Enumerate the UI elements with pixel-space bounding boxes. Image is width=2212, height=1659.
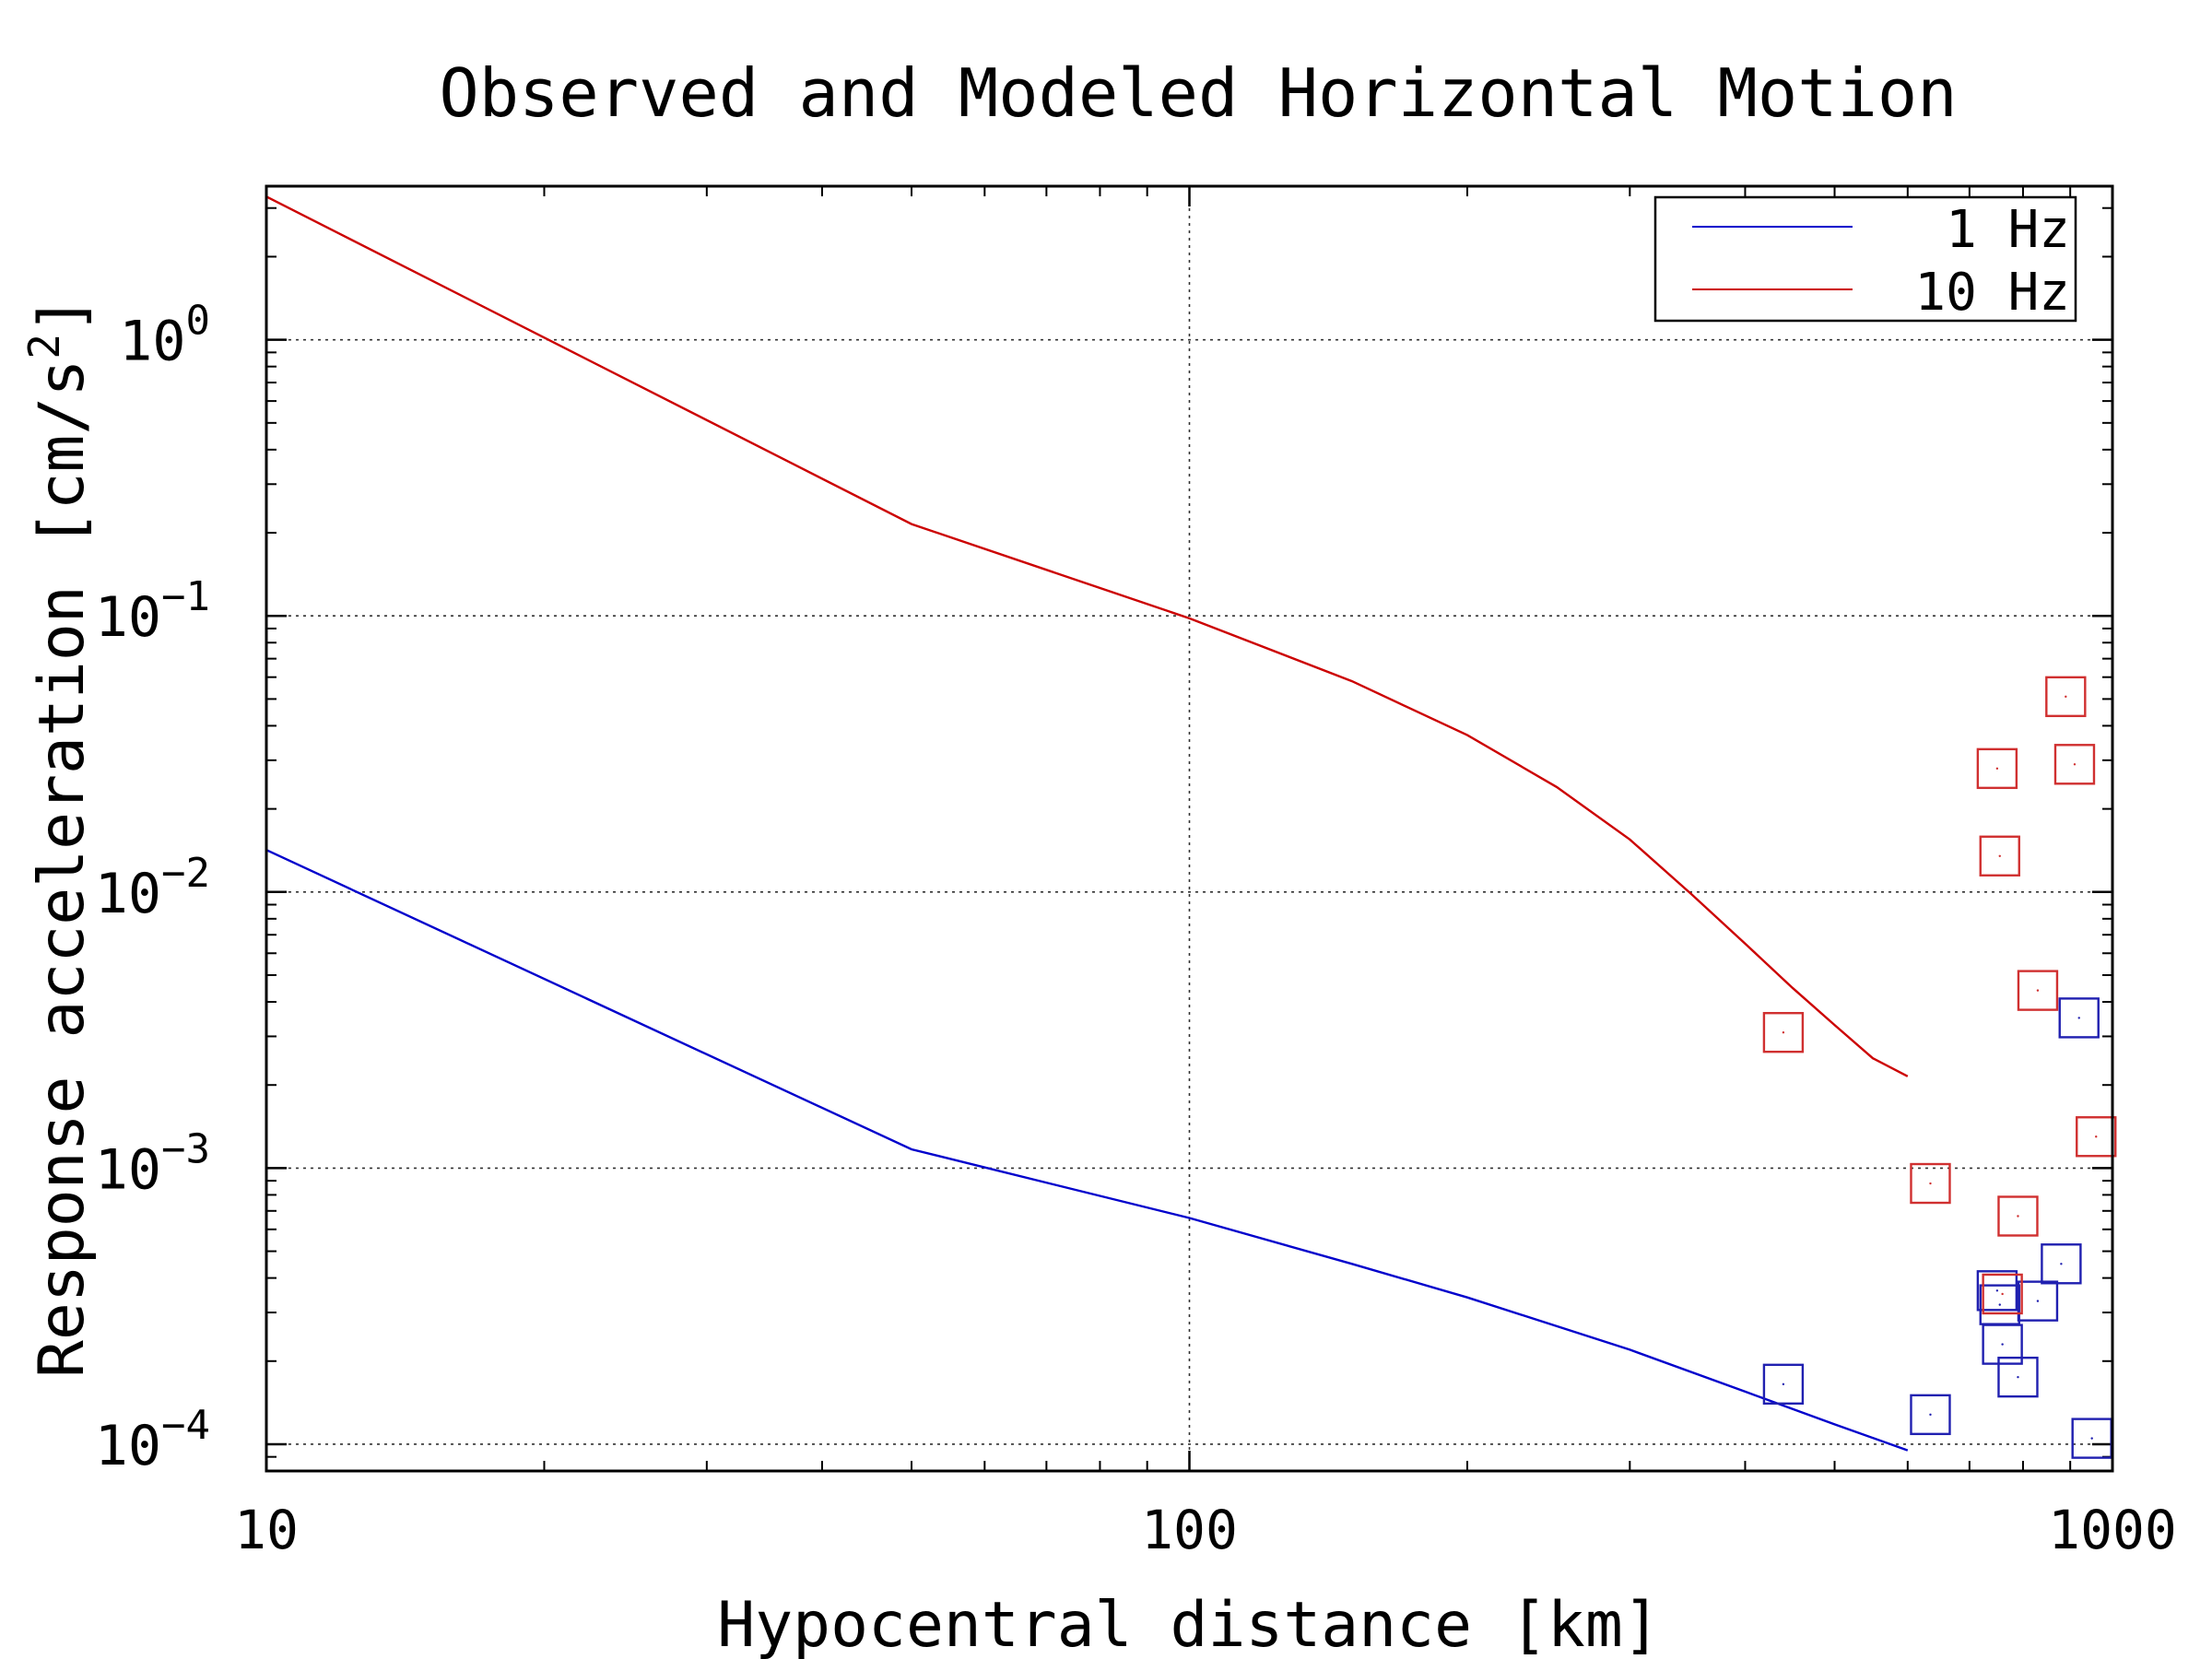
observed-marker-red <box>1979 835 2020 877</box>
observed-marker-red <box>2076 1116 2117 1158</box>
observed-marker-center <box>2036 1300 2040 1302</box>
observed-marker-center <box>1995 767 1999 771</box>
observed-marker-center <box>2001 1292 2004 1296</box>
observed-marker-blue <box>1762 1363 1805 1406</box>
legend-box <box>1653 195 2077 323</box>
observed-marker-center <box>1929 1182 1932 1185</box>
y-tick-labels: 10−4 10−3 10−2 10−1 100 <box>95 298 210 1478</box>
observed-marker-center <box>1929 1413 1932 1417</box>
x-tick-label: 100 <box>1141 1499 1238 1561</box>
legend: 1 Hz 10 Hz <box>1653 195 2077 323</box>
observed-marker-red <box>2017 970 2059 1011</box>
observed-marker-blue <box>1997 1356 2039 1398</box>
grid <box>266 186 2112 1471</box>
observed-marker-red <box>1976 747 2018 790</box>
observed-marker-center <box>2001 1343 2004 1346</box>
observed-marker-blue <box>2058 997 2100 1039</box>
legend-label-10hz: 10 Hz <box>1914 263 2070 323</box>
x-tick-label: 10 <box>234 1499 299 1561</box>
observed-marker-red <box>2053 744 2096 785</box>
series-line-1hz <box>265 849 1909 1452</box>
series-layer <box>265 195 2117 1459</box>
x-axis-label: Hypocentral distance [km] <box>717 1589 1661 1659</box>
observed-marker-red <box>1982 1273 2023 1315</box>
y-tick-label: 10−1 <box>95 573 210 650</box>
observed-marker-center <box>2017 1375 2019 1379</box>
y-tick-label: 10−3 <box>95 1125 210 1202</box>
chart-title: Observed and Modeled Horizontal Motion <box>439 54 1957 132</box>
observed-marker-blue <box>1982 1324 2023 1365</box>
observed-marker-red <box>1910 1162 1951 1205</box>
observed-marker-center <box>2077 1017 2080 1019</box>
observed-marker-blue <box>2041 1243 2082 1285</box>
x-tick-label: 1000 <box>2048 1499 2177 1561</box>
y-axis-label: Response acceleration [cm/s2] <box>19 296 99 1378</box>
observed-marker-center <box>1998 854 2001 857</box>
observed-marker-center <box>2090 1437 2093 1440</box>
observed-marker-blue <box>1910 1394 1951 1436</box>
observed-marker-red <box>1762 1011 1805 1053</box>
observed-marker-center <box>2065 695 2067 699</box>
series-line-10hz <box>265 195 1909 1077</box>
observed-marker-center <box>1782 1030 1785 1034</box>
y-tick-label: 100 <box>119 298 210 374</box>
observed-marker-red <box>2045 676 2087 718</box>
observed-marker-blue <box>1976 1270 2018 1312</box>
observed-marker-center <box>1782 1382 1785 1386</box>
observed-marker-blue <box>2017 1280 2059 1322</box>
y-tick-label: 10−2 <box>95 850 210 926</box>
observed-marker-center <box>2017 1215 2019 1218</box>
observed-marker-center <box>2095 1135 2098 1138</box>
x-tick-labels: 10 100 1000 <box>234 1499 2177 1561</box>
plot-frame <box>265 184 2114 1473</box>
observed-marker-red <box>1997 1195 2039 1237</box>
observed-marker-center <box>2060 1263 2063 1265</box>
legend-label-1hz: 1 Hz <box>1946 200 2070 260</box>
y-tick-label: 10−4 <box>95 1402 210 1478</box>
observed-marker-center <box>1995 1289 1999 1292</box>
observed-marker-center <box>2036 989 2040 992</box>
observed-marker-center <box>2073 763 2077 766</box>
observed-marker-center <box>1998 1303 2001 1306</box>
